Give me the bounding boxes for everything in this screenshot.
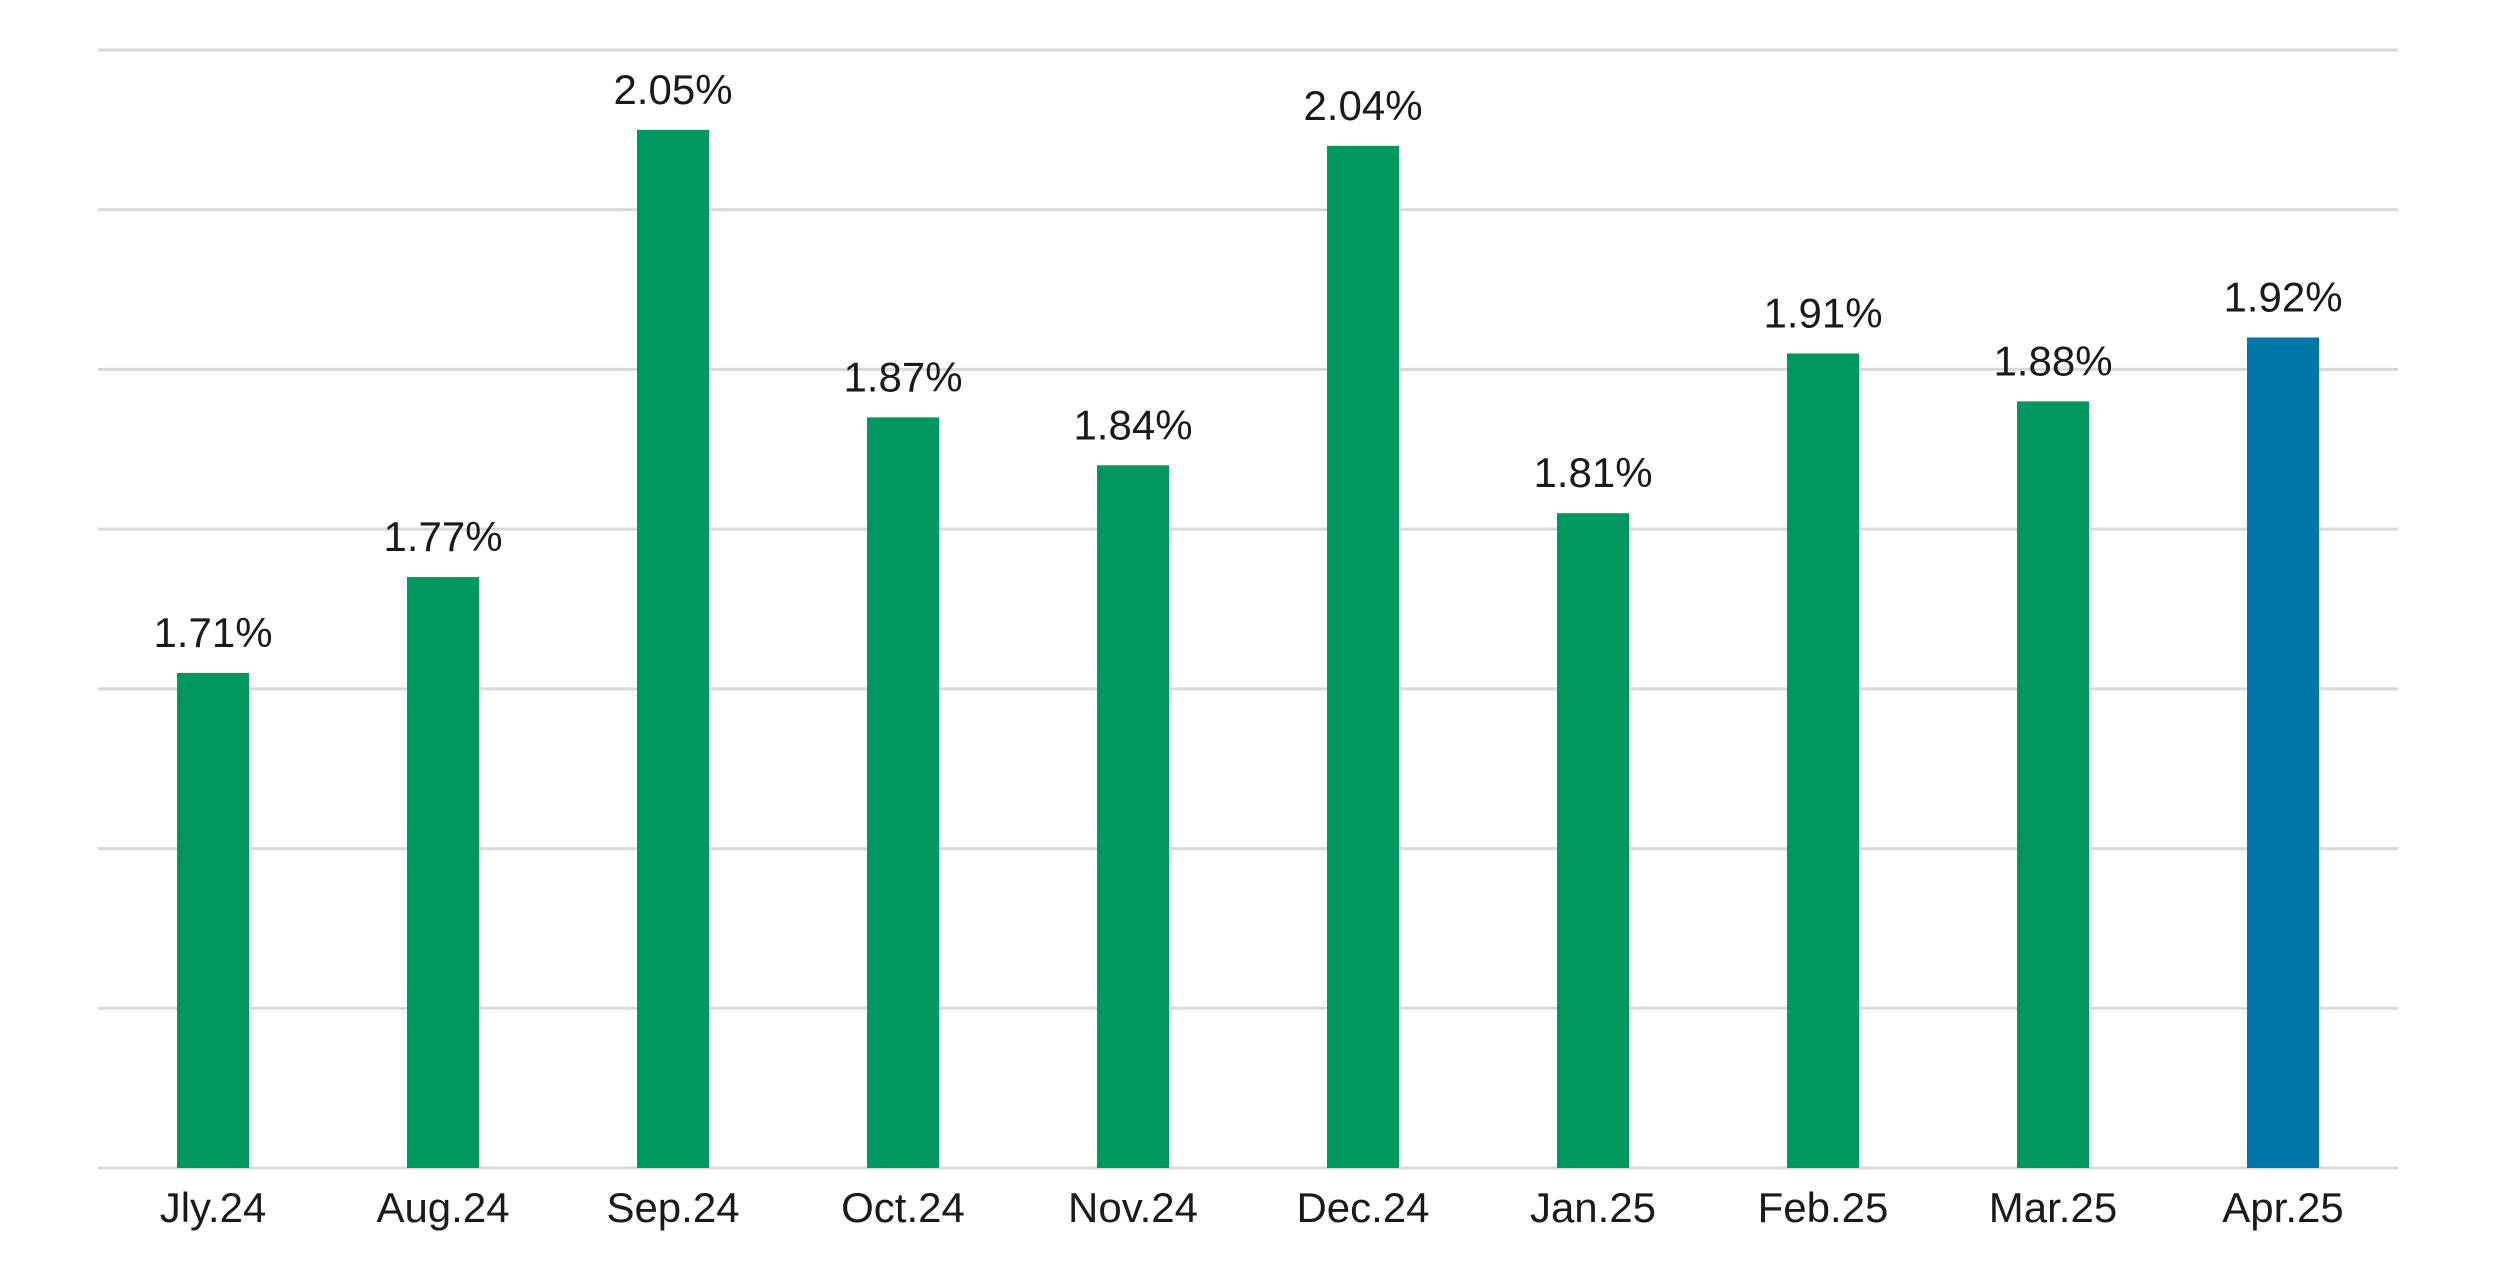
x-tick-label: Jly.24 [160, 1184, 267, 1231]
data-label: 2.04% [1303, 82, 1422, 129]
data-label: 1.88% [1993, 337, 2112, 384]
x-tick-label: Sep.24 [606, 1184, 739, 1231]
gridlines [98, 48, 2398, 1170]
x-axis-tick-labels: Jly.24 Aug.24 Sep.24 Oct.24 Nov.24 Dec.24 Jan.… [160, 1184, 2344, 1231]
bars [177, 129, 2319, 1169]
x-tick-label: Mar.25 [1989, 1184, 2117, 1231]
bar-oct-24 [867, 417, 939, 1168]
data-label: 1.84% [1073, 401, 1192, 448]
x-tick-label: Feb.25 [1758, 1184, 1889, 1231]
data-label: 1.91% [1763, 289, 1882, 336]
x-tick-label: Aug.24 [376, 1184, 509, 1231]
x-tick-label: Dec.24 [1296, 1184, 1429, 1231]
data-label: 1.92% [2223, 273, 2342, 320]
bar-apr-25 [2247, 337, 2319, 1168]
data-labels: 1.71% 1.77% 2.05% 1.87% 1.84% 2.04% 1.81% 1.91%… [153, 66, 2342, 656]
data-label: 1.71% [153, 609, 272, 656]
bar-feb-25 [1787, 353, 1859, 1168]
x-tick-label: Nov.24 [1068, 1184, 1198, 1231]
bar-aug-24 [407, 577, 479, 1168]
data-label: 2.05% [613, 66, 732, 113]
data-label: 1.87% [843, 353, 962, 400]
data-label: 1.81% [1533, 449, 1652, 496]
bar-dec-24 [1327, 145, 1399, 1169]
x-tick-label: Jan.25 [1530, 1184, 1656, 1231]
bar-jan-25 [1557, 513, 1629, 1168]
x-tick-label: Oct.24 [841, 1184, 965, 1231]
data-label: 1.77% [383, 513, 502, 560]
bar-sep-24 [637, 129, 709, 1168]
bar-mar-25 [2017, 401, 2089, 1168]
bar-nov-24 [1097, 465, 1169, 1168]
bar-jly-24 [177, 672, 249, 1168]
x-tick-label: Apr.25 [2222, 1184, 2343, 1231]
